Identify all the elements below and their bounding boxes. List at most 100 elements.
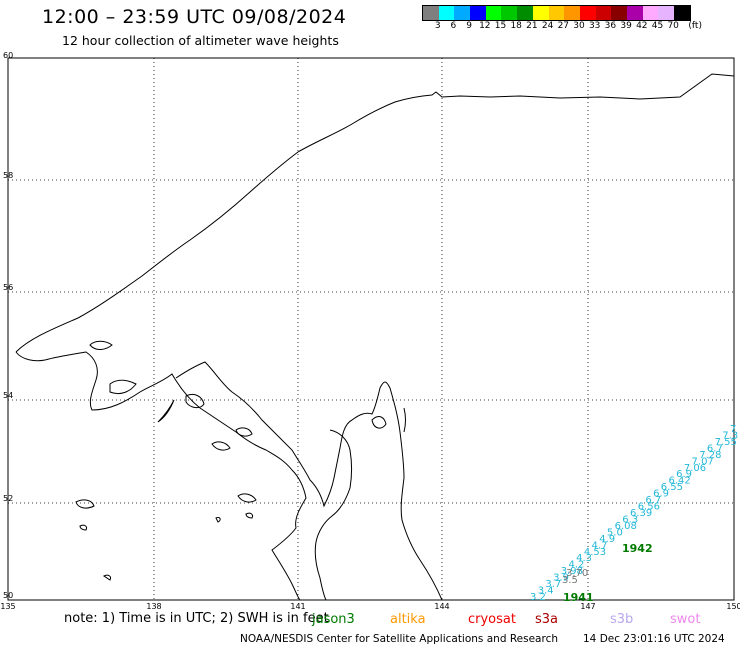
lat-label: 56 bbox=[3, 283, 13, 292]
wave-height-reading: 6.9 bbox=[676, 469, 692, 480]
wave-height-reading: 3.98 bbox=[561, 566, 583, 577]
lat-label: 60 bbox=[3, 51, 13, 60]
legend-label: 15 bbox=[494, 21, 507, 31]
wave-height-reading: 4.7 bbox=[592, 540, 608, 551]
inlet bbox=[403, 407, 406, 433]
satellite-s3b: s3b bbox=[610, 612, 634, 627]
legend-unit: (ft) bbox=[688, 21, 702, 31]
page-subtitle: 12 hour collection of altimeter wave hei… bbox=[62, 33, 339, 48]
lon-label: 150 bbox=[726, 602, 740, 611]
wave-height-reading: 6.56 bbox=[638, 502, 660, 513]
wave-height-reading: 7.07 bbox=[692, 456, 714, 467]
legend-swatch bbox=[454, 6, 471, 20]
legend-swatch bbox=[642, 6, 659, 20]
legend-label: 30 bbox=[573, 21, 585, 31]
wave-height-reading: 6.3 bbox=[622, 514, 638, 525]
legend-swatch bbox=[548, 6, 565, 20]
inside-passage-coast bbox=[175, 361, 443, 601]
wave-height-reading: 3.5 bbox=[562, 575, 578, 586]
satellite-cryosat: cryosat bbox=[468, 612, 516, 627]
legend-label: 9 bbox=[466, 21, 472, 31]
graticule bbox=[8, 58, 734, 600]
legend-swatch bbox=[595, 6, 612, 20]
legend-swatch bbox=[564, 6, 580, 20]
legend-swatch bbox=[674, 6, 690, 20]
wave-height-reading: 3.2 bbox=[530, 592, 546, 603]
legend-label: 45 bbox=[651, 21, 664, 31]
wave-height-reading: 6.39 bbox=[630, 508, 652, 519]
wave-height-reading: 7.06 bbox=[684, 463, 706, 474]
legend-label: 24 bbox=[541, 21, 554, 31]
page-title: 12:00 – 23:59 UTC 09/08/2024 bbox=[42, 6, 347, 28]
legend-label: 27 bbox=[557, 21, 570, 31]
legend-label: 18 bbox=[510, 21, 522, 31]
legend-swatch bbox=[470, 6, 486, 20]
legend-swatch bbox=[658, 6, 674, 20]
island bbox=[103, 574, 111, 581]
credit-line: NOAA/NESDIS Center for Satellite Applica… bbox=[240, 633, 558, 645]
color-scale-labels: 3 6 9 12 15 18 21 24 27 30 33 36 39 42 45 70 (ft) bbox=[422, 21, 740, 33]
map-frame bbox=[7, 57, 735, 601]
legend-swatch bbox=[532, 6, 549, 20]
legend-label: 12 bbox=[479, 21, 491, 31]
wave-height-reading: 6.7 bbox=[707, 443, 723, 454]
island bbox=[185, 393, 205, 409]
legend-swatch bbox=[626, 6, 643, 20]
lon-label: 144 bbox=[434, 602, 449, 611]
satellite-altika: altika bbox=[390, 612, 426, 627]
lat-label: 50 bbox=[3, 591, 13, 600]
island bbox=[245, 512, 253, 519]
island bbox=[79, 524, 87, 531]
wave-height-reading: 3.9 bbox=[553, 573, 569, 584]
wave-height-reading: 3.7 bbox=[545, 579, 561, 590]
legend-label: 3 bbox=[434, 21, 441, 31]
wave-height-reading: 5.0 bbox=[607, 527, 623, 538]
island bbox=[157, 399, 175, 423]
island bbox=[371, 416, 387, 429]
wave-height-reading: 7 bbox=[730, 424, 736, 435]
color-scale-legend bbox=[422, 5, 691, 21]
legend-label: 70 bbox=[667, 21, 679, 31]
legend-label: 33 bbox=[588, 21, 601, 31]
wave-height-reading: 4.3 bbox=[576, 553, 592, 564]
satellite-jason3: jason3 bbox=[312, 612, 355, 627]
island bbox=[75, 499, 95, 509]
gulf-of-alaska-coast bbox=[15, 73, 735, 353]
legend-swatch bbox=[611, 6, 627, 20]
island bbox=[211, 441, 231, 451]
legend-swatch bbox=[517, 6, 533, 20]
wave-height-reading: 4.53 bbox=[584, 547, 606, 558]
legend-swatch bbox=[579, 6, 596, 20]
island bbox=[237, 493, 257, 503]
legend-swatch bbox=[438, 6, 455, 20]
southeast-alaska-coast bbox=[15, 351, 307, 601]
lat-label: 52 bbox=[3, 494, 13, 503]
footer-note: note: 1) Time is in UTC; 2) SWH is in fe… bbox=[64, 611, 329, 626]
wave-height-reading: 3.70 bbox=[566, 568, 588, 579]
prince-of-wales-coast bbox=[314, 429, 352, 601]
timestamp: 14 Dec 23:01:16 UTC 2024 bbox=[583, 633, 725, 645]
wave-height-reading: 7.3 bbox=[722, 430, 738, 441]
legend-label: 6 bbox=[450, 21, 457, 31]
wave-height-reading: 6.08 bbox=[615, 521, 637, 532]
satellite-swot: swot bbox=[670, 612, 701, 627]
pass-time-label: 1942 bbox=[622, 542, 653, 555]
wave-height-reading: 7.55 bbox=[715, 437, 737, 448]
lat-label: 54 bbox=[3, 391, 13, 400]
legend-label: 42 bbox=[636, 21, 648, 31]
island bbox=[215, 517, 221, 523]
lon-label: 135 bbox=[0, 602, 15, 611]
wave-height-reading: 6.7 bbox=[645, 495, 661, 506]
legend-swatch bbox=[423, 6, 439, 20]
wave-height-reading: 7.28 bbox=[699, 450, 721, 461]
legend-swatch bbox=[501, 6, 518, 20]
island bbox=[235, 427, 253, 437]
wave-height-reading: 6.42 bbox=[668, 476, 690, 487]
lat-label: 58 bbox=[3, 171, 13, 180]
lon-label: 147 bbox=[580, 602, 595, 611]
wave-height-reading: 4.9 bbox=[599, 534, 615, 545]
pass-time-label: 1941 bbox=[563, 591, 594, 604]
wave-height-reading: 6.55 bbox=[661, 482, 683, 493]
legend-label: 36 bbox=[604, 21, 617, 31]
